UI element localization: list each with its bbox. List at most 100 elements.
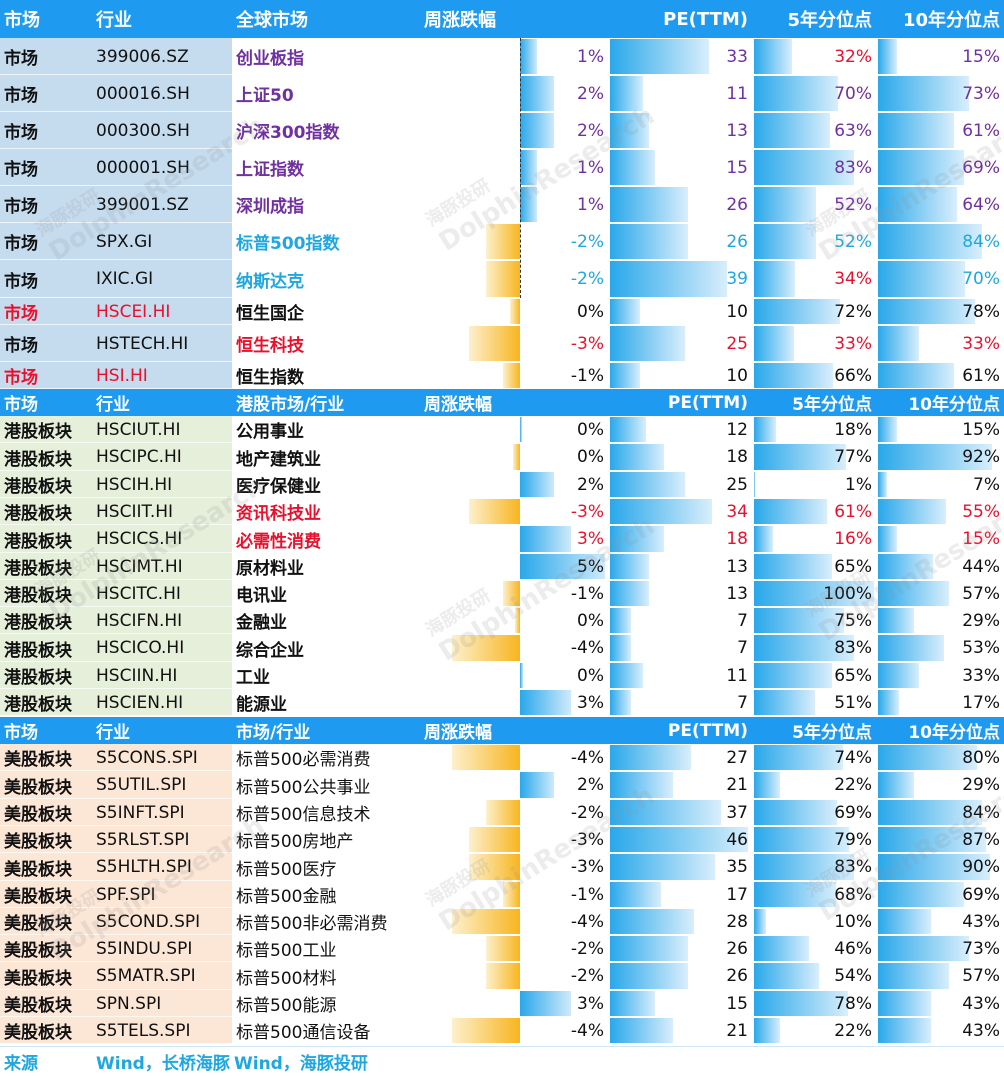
percentile-5y-bar (754, 39, 793, 74)
percentile-10y-bar (878, 150, 964, 185)
column-header: 周涨跌幅 (424, 10, 496, 31)
market-cell: 美股板块 (4, 750, 72, 770)
market-cell: 港股板块 (4, 668, 72, 688)
pe-bar (610, 299, 640, 324)
name-cell: 标普500工业 (236, 941, 337, 961)
pe-value: 13 (726, 120, 748, 141)
percentile-10y-value: 87% (962, 829, 1000, 850)
code-cell: HSCIMT.HI (96, 556, 183, 577)
row-label-background (0, 607, 232, 634)
table-row: 美股板块 S5CONS.SPI 标普500必需消费 -4% 27 74% 80% (0, 744, 1004, 771)
change-value: -4% (570, 1020, 604, 1041)
market-cell: 港股板块 (4, 531, 72, 552)
percentile-5y-bar (754, 581, 874, 606)
name-cell: 恒生指数 (236, 368, 304, 388)
pe-bar (610, 554, 649, 579)
percentile-10y-value: 92% (962, 447, 1000, 467)
row-label-background (0, 186, 232, 223)
market-cell: 美股板块 (4, 859, 72, 880)
change-bar-positive (520, 554, 605, 579)
code-cell: HSTECH.HI (96, 333, 189, 354)
name-cell: 恒生科技 (236, 336, 304, 356)
row-label-background (0, 471, 232, 498)
name-cell: 标普500医疗 (236, 859, 337, 880)
market-cell: 美股板块 (4, 805, 72, 825)
percentile-10y-bar (878, 187, 958, 222)
percentile-10y-value: 70% (962, 269, 1000, 289)
market-cell: 港股板块 (4, 695, 72, 715)
percentile-5y-value: 66% (834, 365, 872, 386)
percentile-10y-bar (878, 963, 949, 989)
percentile-5y-value: 70% (834, 83, 872, 104)
row-label-background (0, 416, 232, 443)
row-divider (0, 715, 1004, 716)
pe-bar (610, 936, 688, 961)
percentile-10y-value: 17% (962, 692, 1000, 713)
name-cell: 深圳成指 (236, 197, 304, 217)
market-cell: 市场 (4, 336, 38, 356)
pe-value: 26 (726, 966, 748, 986)
percentile-10y-bar (878, 326, 919, 361)
pe-value: 10 (726, 365, 748, 386)
change-value: 0% (577, 665, 604, 686)
percentile-5y-bar (754, 499, 828, 524)
percentile-5y-bar (754, 991, 848, 1016)
percentile-5y-value: 34% (834, 269, 872, 289)
row-label-background (0, 744, 232, 771)
row-label-background (0, 881, 232, 908)
column-header: PE(TTM) (667, 392, 748, 413)
column-header: 周涨跌幅 (424, 723, 492, 743)
change-value: 3% (577, 529, 604, 549)
row-label-background (0, 662, 232, 689)
row-divider (0, 1043, 1004, 1044)
row-divider (0, 524, 1004, 525)
pe-value: 17 (726, 884, 748, 905)
column-header: 行业 (96, 723, 130, 743)
name-cell: 上证50 (236, 86, 294, 106)
column-header: 行业 (96, 395, 130, 415)
change-bar-negative (469, 827, 520, 852)
change-value: -1% (570, 583, 604, 604)
percentile-5y-value: 54% (834, 966, 872, 986)
table-row: 市场 399001.SZ 深圳成指 1% 26 52% 64% (0, 186, 1004, 223)
pe-bar (610, 39, 709, 74)
percentile-5y-value: 22% (834, 775, 872, 795)
percentile-5y-value: 100% (823, 583, 872, 604)
row-divider (0, 185, 1004, 186)
section-header-row: 市场 行业 港股市场/行业 周涨跌幅 PE(TTM) 5年分位点 10年分位点 (0, 389, 1004, 416)
change-bar-negative (514, 608, 520, 633)
column-header: PE(TTM) (667, 720, 748, 741)
table-row: 港股板块 HSCIIN.HI 工业 0% 11 65% 33% (0, 662, 1004, 689)
table-row: 市场 IXIC.GI 纳斯达克 -2% 39 34% 70% (0, 260, 1004, 298)
pe-value: 26 (726, 194, 748, 215)
code-cell: HSCIUT.HI (96, 419, 181, 440)
table-row: 港股板块 HSCIUT.HI 公用事业 0% 12 18% 15% (0, 416, 1004, 443)
percentile-5y-value: 75% (834, 610, 872, 631)
pe-bar (610, 690, 631, 715)
source-footer: 来源 Wind，长桥海豚 Wind，海豚投研 (0, 1046, 1004, 1076)
market-cell: 美股板块 (4, 1023, 72, 1043)
row-label-background (0, 149, 232, 186)
column-header: 港股市场/行业 (236, 395, 345, 415)
name-cell: 标普500材料 (236, 968, 337, 989)
name-cell: 标普500金融 (236, 887, 337, 907)
percentile-5y-value: 79% (834, 829, 872, 850)
percentile-10y-bar (878, 854, 990, 880)
change-bar-negative (469, 326, 520, 361)
pe-value: 18 (726, 447, 748, 467)
market-cell: 港股板块 (4, 613, 72, 633)
percentile-5y-value: 83% (834, 857, 872, 877)
change-value: -2% (570, 966, 604, 986)
table-row: 港股板块 HSCIPC.HI 地产建筑业 0% 18 77% 92% (0, 443, 1004, 471)
row-label-background (0, 362, 232, 389)
row-divider (0, 388, 1004, 389)
percentile-5y-bar (754, 800, 837, 825)
pe-value: 37 (726, 802, 748, 823)
row-divider (0, 579, 1004, 580)
percentile-10y-value: 43% (962, 911, 1000, 932)
percentile-5y-bar (754, 187, 817, 222)
code-cell: S5RLST.SPI (96, 829, 190, 850)
pe-value: 18 (726, 529, 748, 549)
percentile-5y-value: 61% (834, 501, 872, 522)
percentile-10y-value: 29% (962, 775, 1000, 795)
